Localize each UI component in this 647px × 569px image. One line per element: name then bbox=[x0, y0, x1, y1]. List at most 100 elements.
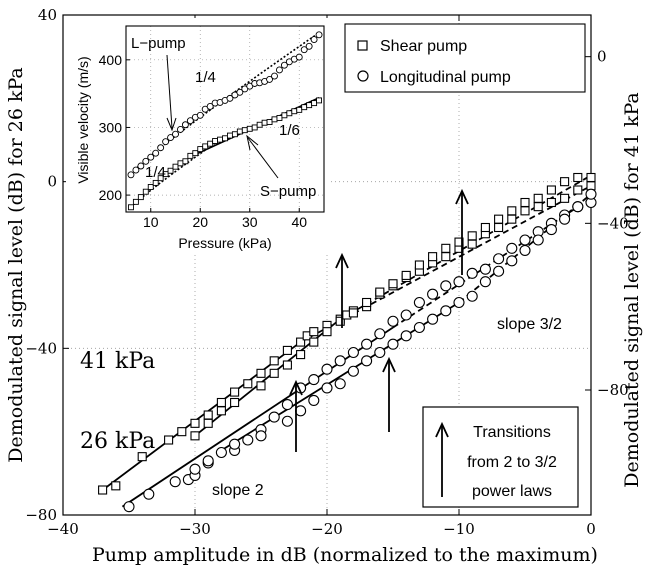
inset-point-lpump bbox=[196, 111, 204, 119]
y-tick-label-right: 0 bbox=[597, 48, 607, 66]
inset-point-spump bbox=[222, 135, 228, 142]
transition-line-3: power laws bbox=[472, 483, 552, 500]
inset-point-spump bbox=[157, 175, 164, 182]
point-shear-26-kPa bbox=[216, 397, 226, 408]
point-longitudinal-41-kPa bbox=[427, 313, 439, 325]
point-longitudinal-26-kPa bbox=[519, 234, 531, 246]
inset-point-lpump bbox=[300, 46, 308, 54]
point-longitudinal-41-kPa bbox=[585, 188, 597, 200]
inset-arrows bbox=[166, 54, 279, 179]
point-shear-26-kPa bbox=[111, 481, 121, 491]
point-shear-26-kPa bbox=[296, 337, 306, 347]
inset-point-lpump bbox=[167, 134, 175, 142]
point-shear-26-kPa bbox=[441, 252, 451, 262]
inset-point-lpump bbox=[181, 121, 189, 129]
point-longitudinal-26-kPa bbox=[143, 488, 155, 500]
point-longitudinal-41-kPa bbox=[189, 463, 201, 475]
fit-line-slope-2 bbox=[102, 341, 302, 491]
point-longitudinal-26-kPa bbox=[440, 280, 452, 292]
point-longitudinal-41-kPa bbox=[334, 378, 346, 390]
point-shear-26-kPa bbox=[164, 435, 174, 445]
point-longitudinal-41-kPa bbox=[229, 438, 241, 450]
point-shear-26-kPa bbox=[203, 410, 213, 420]
point-longitudinal-26-kPa bbox=[242, 434, 254, 446]
point-longitudinal-41-kPa bbox=[295, 405, 307, 417]
transition-box-arrow bbox=[435, 421, 449, 497]
point-longitudinal-41-kPa bbox=[308, 394, 320, 406]
point-longitudinal-41-kPa bbox=[321, 382, 333, 394]
x-tick-label: 0 bbox=[586, 520, 596, 538]
inset-point-lpump bbox=[172, 130, 179, 138]
inset-point-lpump bbox=[132, 166, 140, 174]
point-longitudinal-26-kPa bbox=[453, 276, 465, 288]
inset-point-spump bbox=[202, 143, 209, 150]
point-shear-26-kPa bbox=[546, 197, 556, 208]
point-shear-26-kPa bbox=[177, 427, 187, 437]
point-longitudinal-26-kPa bbox=[347, 346, 359, 359]
legend-square-marker bbox=[357, 40, 368, 51]
inset-point-lpump bbox=[176, 126, 184, 133]
point-shear-26-kPa bbox=[230, 387, 240, 397]
inset-point-lpump bbox=[186, 117, 194, 125]
inset-point-lpump bbox=[142, 157, 150, 165]
point-shear-41-kPa bbox=[401, 270, 411, 280]
point-shear-41-kPa bbox=[203, 418, 213, 428]
point-shear-26-kPa bbox=[137, 452, 147, 462]
inset-point-spump bbox=[187, 152, 194, 159]
inset-x-title: Pressure (kPa) bbox=[178, 235, 271, 251]
legend-circle-marker bbox=[357, 70, 369, 82]
point-longitudinal-26-kPa bbox=[400, 309, 412, 321]
point-longitudinal-41-kPa bbox=[400, 330, 412, 342]
x-tick-label: −20 bbox=[311, 520, 343, 538]
inset-point-spump bbox=[137, 194, 144, 201]
inset-point-spump bbox=[301, 104, 308, 111]
y-tick-label-right: −80 bbox=[597, 381, 629, 399]
point-shear-26-kPa bbox=[467, 239, 477, 249]
point-longitudinal-26-kPa bbox=[308, 374, 320, 386]
inset-point-lpump bbox=[266, 75, 273, 83]
inset-point-spump bbox=[172, 163, 179, 170]
point-shear-41-kPa bbox=[282, 360, 292, 370]
point-shear-26-kPa bbox=[269, 356, 279, 366]
point-longitudinal-41-kPa bbox=[413, 321, 425, 334]
point-shear-26-kPa bbox=[243, 379, 253, 389]
transition-box bbox=[422, 406, 579, 508]
inset-point-spump bbox=[142, 188, 149, 195]
inset-point-lpump bbox=[226, 94, 234, 102]
point-longitudinal-26-kPa bbox=[361, 338, 373, 350]
point-shear-41-kPa bbox=[441, 243, 451, 253]
inset-ticks: 10 20 30 40 200 300 400 bbox=[99, 52, 308, 230]
inset-point-spump bbox=[286, 110, 293, 117]
inset-label-q1: 1/4 bbox=[195, 69, 216, 86]
inset-point-spump bbox=[306, 102, 313, 109]
inset-y-title: Visible velocity (m/s) bbox=[75, 56, 91, 183]
label-slope-2: slope 2 bbox=[212, 482, 264, 499]
inset-point-spump bbox=[226, 132, 233, 139]
label-26-kpa: 26 kPa bbox=[80, 429, 155, 454]
point-shear-26-kPa bbox=[98, 485, 108, 495]
point-shear-41-kPa bbox=[375, 287, 385, 297]
inset-point-lpump bbox=[280, 61, 288, 69]
point-longitudinal-26-kPa bbox=[268, 411, 280, 423]
point-shear-41-kPa bbox=[309, 337, 319, 347]
y-axis-left-title: Demodulated signal level (dB) for 26 kPa bbox=[5, 67, 27, 462]
inset-y-tick-label: 300 bbox=[99, 119, 123, 135]
point-shear-26-kPa bbox=[533, 202, 543, 212]
point-shear-41-kPa bbox=[296, 350, 306, 360]
point-longitudinal-41-kPa bbox=[281, 415, 293, 427]
inset-marks bbox=[127, 31, 323, 211]
inset-point-spump bbox=[266, 119, 273, 125]
inset-x-tick-label: 40 bbox=[291, 214, 307, 230]
inset-point-spump bbox=[261, 119, 268, 126]
fit-line-slope-2 bbox=[121, 326, 394, 508]
inset-point-spump bbox=[236, 128, 243, 135]
point-longitudinal-41-kPa bbox=[440, 305, 452, 317]
y-axis-right-title: Demodulated signal level (dB) for 41 kPa bbox=[621, 92, 643, 487]
point-shear-26-kPa bbox=[190, 418, 200, 428]
inset-point-lpump bbox=[157, 144, 165, 152]
inset-x-tick-label: 30 bbox=[242, 214, 258, 230]
point-longitudinal-41-kPa bbox=[361, 355, 373, 367]
inset-point-spump bbox=[311, 100, 318, 107]
point-longitudinal-41-kPa bbox=[255, 430, 267, 442]
